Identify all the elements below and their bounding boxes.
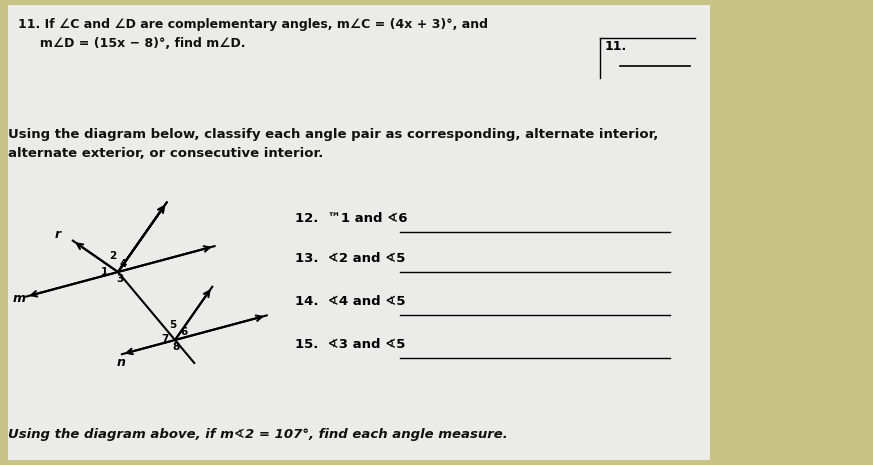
Text: 3: 3 [116, 274, 123, 284]
Text: n: n [117, 356, 126, 369]
Text: 11.: 11. [605, 40, 627, 53]
Text: 6: 6 [180, 327, 187, 337]
Text: 13.  ∢2 and ∢5: 13. ∢2 and ∢5 [295, 252, 405, 265]
Text: 15.  ∢3 and ∢5: 15. ∢3 and ∢5 [295, 338, 405, 351]
Text: m∠D = (15x − 8)°, find m∠D.: m∠D = (15x − 8)°, find m∠D. [18, 37, 245, 50]
Text: alternate exterior, or consecutive interior.: alternate exterior, or consecutive inter… [8, 147, 323, 160]
Text: 12.  ™1 and ∢6: 12. ™1 and ∢6 [295, 212, 408, 225]
Text: m: m [12, 292, 25, 305]
Text: 7: 7 [161, 334, 168, 344]
Text: 1: 1 [101, 267, 108, 277]
Polygon shape [8, 5, 710, 460]
Text: Using the diagram above, if m∢2 = 107°, find each angle measure.: Using the diagram above, if m∢2 = 107°, … [8, 428, 508, 441]
Text: 4: 4 [120, 259, 127, 269]
Text: Using the diagram below, classify each angle pair as corresponding, alternate in: Using the diagram below, classify each a… [8, 128, 658, 141]
Text: r: r [55, 228, 61, 241]
Text: 11. If ∠C and ∠D are complementary angles, m∠C = (4x + 3)°, and: 11. If ∠C and ∠D are complementary angle… [18, 18, 488, 31]
Text: 14.  ∢4 and ∢5: 14. ∢4 and ∢5 [295, 295, 405, 308]
Text: 2: 2 [109, 251, 116, 261]
Text: 8: 8 [172, 342, 179, 352]
Text: 5: 5 [169, 320, 176, 330]
